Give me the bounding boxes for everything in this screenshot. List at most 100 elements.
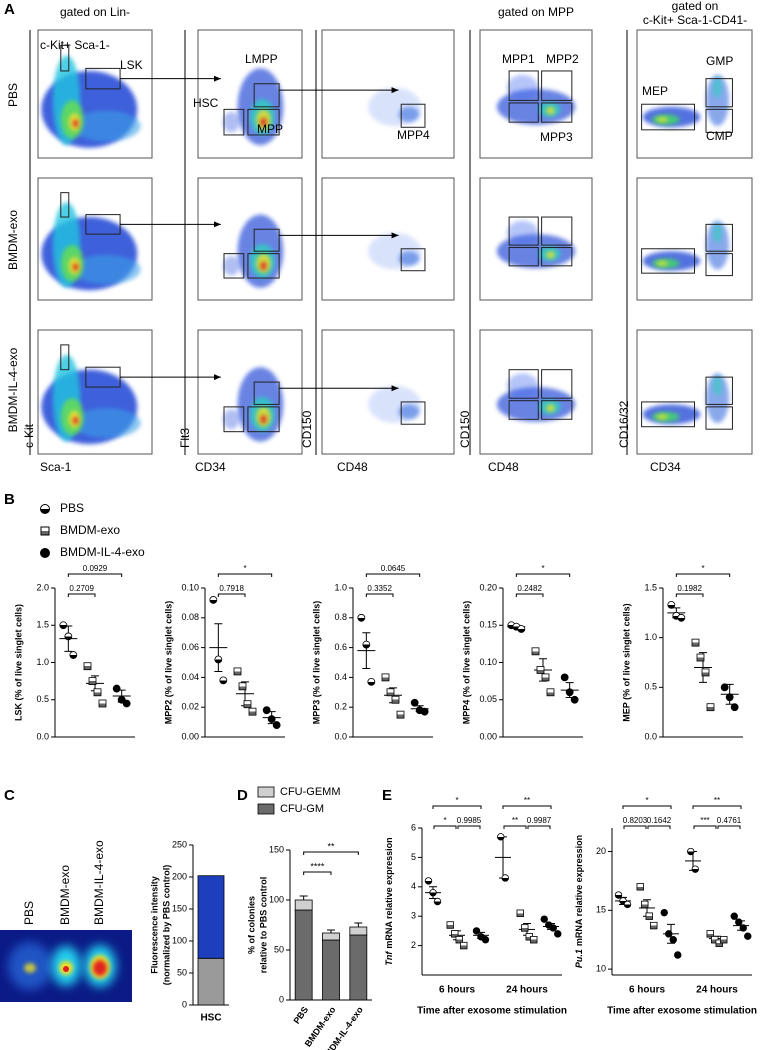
x-axis-label: CD48	[337, 460, 368, 474]
significance-label: *	[443, 816, 446, 825]
legend-marker	[40, 548, 50, 558]
data-point	[362, 640, 371, 649]
flow-plot	[37, 29, 153, 159]
y-tick-label: 10	[596, 963, 606, 973]
flow-plot	[636, 177, 753, 301]
gate-label: LSK	[120, 58, 143, 72]
data-point	[645, 912, 653, 920]
bar-segment	[294, 899, 313, 911]
y-tick-label: 0.00	[479, 731, 497, 741]
significance-bracket	[303, 871, 332, 875]
data-point	[739, 924, 747, 932]
bar-segment	[322, 932, 340, 941]
flow-plot	[197, 177, 303, 301]
gate	[508, 247, 539, 267]
data-point	[69, 651, 78, 659]
density-cloud	[222, 111, 240, 133]
gate-label: LMPP	[245, 52, 278, 66]
y-axis-label: CD150	[300, 410, 314, 448]
significance-bracket	[503, 825, 527, 829]
flow-plot	[197, 329, 303, 455]
y-tick-label: 20	[596, 846, 606, 856]
flow-plot	[197, 29, 303, 159]
data-point	[706, 703, 715, 712]
x-tick-label: 24 hours	[506, 985, 548, 996]
data-point	[549, 924, 557, 932]
legend-label: CFU-GEMM	[280, 786, 341, 798]
data-point	[501, 874, 509, 882]
significance-label: **	[512, 816, 518, 825]
significance-bracket	[622, 805, 672, 809]
y-tick-label: 50	[274, 944, 284, 954]
x-axis-label: CD34	[650, 460, 681, 474]
legend-label: CFU-GM	[280, 803, 324, 815]
y-tick-label: 250	[172, 839, 187, 849]
significance-bracket	[433, 825, 457, 829]
density-cloud	[506, 373, 539, 399]
y-axis-label: Fluorescence intensity	[149, 876, 159, 974]
gate	[400, 401, 426, 425]
data-point	[735, 918, 743, 926]
y-tick-label: 5	[411, 852, 416, 862]
data-point	[410, 698, 419, 707]
significance-label: **	[524, 796, 530, 805]
gate	[508, 216, 539, 246]
significance-label: *	[541, 564, 544, 573]
legend-label: BMDM-IL-4-exo	[60, 545, 145, 559]
y-tick-label: 0.0	[36, 731, 49, 741]
density-cloud	[712, 223, 723, 243]
density-cloud	[656, 260, 669, 266]
density-cloud	[712, 77, 723, 98]
gate-header: gated on MPP	[498, 5, 574, 19]
data-point	[451, 930, 459, 938]
flow-plot	[321, 177, 455, 301]
gate	[541, 369, 573, 399]
y-tick-label: 0.0	[334, 731, 347, 741]
gate	[541, 247, 573, 267]
y-axis-label: MPP2 (% of live singlet cells)	[163, 601, 173, 725]
panel-letter: A	[4, 1, 15, 18]
gate-header: gated on	[672, 0, 719, 13]
significance-label: 0.7918	[219, 584, 244, 593]
fluorescence-image	[0, 930, 132, 1002]
y-tick-label: 3	[411, 911, 416, 921]
bar-segment	[197, 875, 225, 959]
data-point	[88, 677, 97, 686]
data-point	[677, 613, 686, 622]
significance-label: *	[701, 564, 704, 573]
density-cloud	[398, 251, 420, 266]
gate	[223, 108, 245, 136]
density-cloud	[506, 220, 539, 246]
data-point	[531, 647, 540, 656]
data-point	[243, 700, 252, 709]
y-tick-label: 0.8	[334, 612, 347, 622]
y-tick-label: 150	[269, 844, 284, 854]
gate-header: gated on Lin-	[60, 5, 130, 19]
gate-header: c-Kit+ Sca-1-CD41-	[643, 13, 747, 27]
significance-label: 0.1642	[647, 816, 672, 825]
data-point	[636, 883, 644, 891]
density-cloud	[496, 88, 576, 125]
data-point	[219, 676, 228, 685]
data-point	[660, 908, 668, 917]
density-cloud	[546, 404, 556, 412]
y-tick-label: 0.08	[181, 612, 199, 622]
data-point	[497, 833, 505, 841]
density-cloud	[72, 416, 79, 425]
data-point	[730, 912, 738, 920]
density-cloud	[72, 254, 141, 285]
y-tick-label: 0.00	[181, 731, 199, 741]
gate	[541, 400, 573, 420]
gate	[705, 108, 733, 133]
error-bar	[362, 632, 371, 669]
gate	[400, 103, 426, 128]
data-point	[614, 891, 623, 899]
y-tick-label: 2.0	[36, 582, 49, 592]
density-cloud	[712, 375, 723, 396]
y-tick-label: 1.0	[334, 582, 347, 592]
x-axis-label: CD48	[488, 460, 519, 474]
gene-name: Tnf	[384, 951, 394, 966]
image-label: BMDM-exo	[58, 865, 72, 925]
gate-label: CMP	[706, 129, 733, 143]
data-point	[674, 951, 682, 959]
